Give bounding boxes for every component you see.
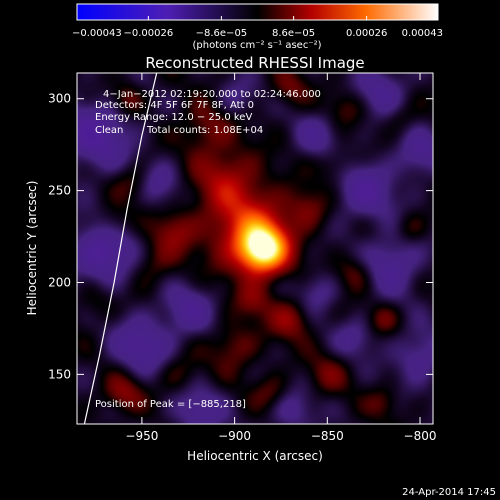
y-axis-title: Heliocentric Y (arcsec) [25,181,39,316]
annotation-peak: Position of Peak = [−885,218] [95,399,246,410]
x-tick-label: −900 [218,429,251,443]
annotation-energy: Energy Range: 12.0 − 25.0 keV [95,112,252,123]
x-axis-title: Heliocentric X (arcsec) [187,449,323,463]
chart-title: Reconstructed RHESSI Image [145,54,364,72]
y-tick-label: 150 [48,367,71,381]
y-tick-label: 200 [48,275,71,289]
annotation-counts: Total counts: 1.08E+04 [146,125,263,136]
colorbar-tick-label: 0.00043 [402,28,443,39]
colorbar-tick-label: −0.00026 [123,28,173,39]
y-tick-label: 300 [48,92,71,106]
colorbar-tick-label: 8.6e−05 [272,28,315,39]
colorbar-tick-label: −8.6e−05 [196,28,248,39]
colorbar-ticks: −0.00043 −0.00026 −8.6e−05 8.6e−05 0.00026 0.… [72,16,443,39]
solar-limb-line [83,73,158,424]
colorbar-tick-label: −0.00043 [72,28,122,39]
heatmap-image [77,73,433,424]
x-tick-label: −950 [125,429,158,443]
axis-ticks: −950 −900 −850 −800 150 200 250 300 [48,73,437,443]
y-tick-label: 250 [48,184,71,198]
colorbar-units: (photons cm⁻² s⁻¹ asec⁻²) [192,40,321,51]
annotation-detectors: Detectors: 4F 5F 6F 7F 8F, Att 0 [95,100,254,111]
footer-timestamp: 24-Apr-2014 17:45 [402,487,496,498]
annotation-algorithm: Clean [95,125,123,136]
x-tick-label: −850 [311,429,344,443]
x-tick-label: −800 [404,429,437,443]
colorbar [76,3,439,21]
colorbar-tick-label: 0.00026 [346,28,387,39]
annotation-time: 4−Jan−2012 02:19:20.000 to 02:24:46.000 [103,89,321,100]
plot-frame [76,72,434,425]
